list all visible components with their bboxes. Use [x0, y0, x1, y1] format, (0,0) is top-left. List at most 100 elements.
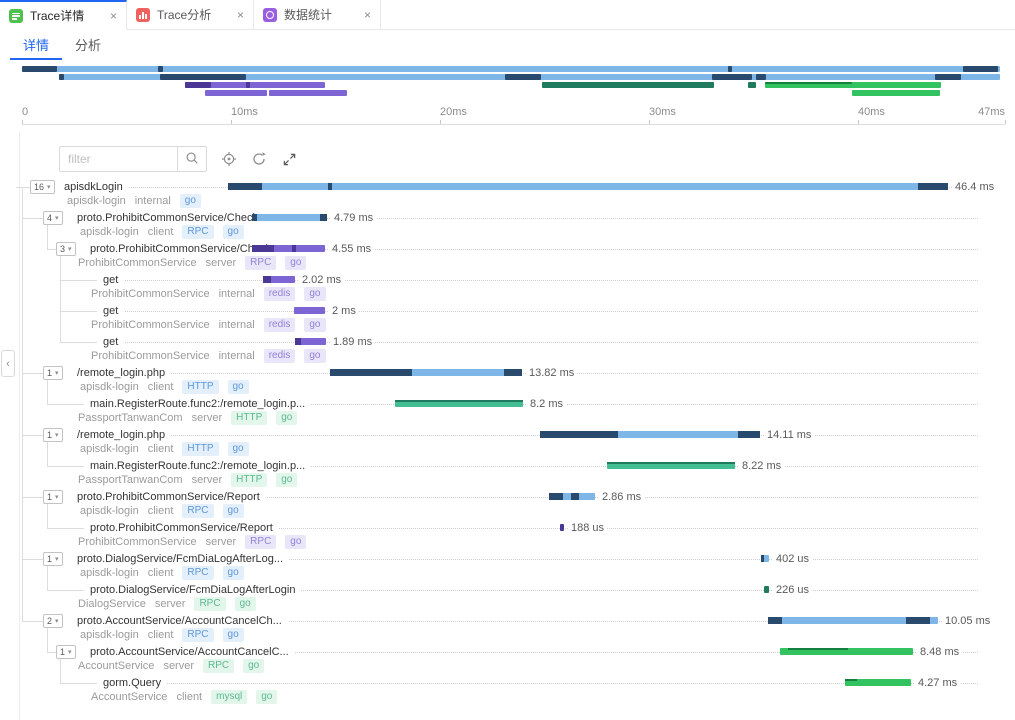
window-tab-0[interactable]: Trace详情 ×	[0, 0, 127, 30]
leader-dots	[77, 497, 978, 498]
span-collapse-badge[interactable]: 1 ▾	[43, 490, 63, 504]
chevron-down-icon: ▾	[68, 648, 72, 656]
span-duration-bar[interactable]	[294, 307, 325, 314]
span-tag: RPC	[245, 535, 277, 549]
span-meta-text: client	[147, 226, 174, 238]
span-child-count: 16	[34, 181, 45, 192]
minimap-span-segment	[728, 66, 732, 72]
span-title: proto.ProhibitCommonService/Check	[90, 242, 277, 256]
span-duration-bar[interactable]	[395, 400, 523, 407]
span-meta-text: DialogService	[78, 598, 146, 610]
span-tag: go	[285, 535, 307, 549]
span-duration-label: 2.02 ms	[299, 273, 345, 287]
span-collapse-badge[interactable]: 1 ▾	[43, 366, 63, 380]
span-meta: ProhibitCommonService server RPC go	[78, 256, 307, 270]
span-meta-text: internal	[134, 195, 171, 207]
span-meta-text: server	[205, 257, 237, 269]
span-tag: redis	[263, 349, 296, 363]
span-duration-label: 13.82 ms	[526, 366, 578, 380]
span-collapse-badge[interactable]: 16 ▾	[30, 180, 55, 194]
window-tab-label: Trace详情	[30, 9, 85, 23]
span-collapse-badge[interactable]: 1 ▾	[43, 428, 63, 442]
locate-icon[interactable]	[221, 151, 237, 167]
window-tab-2[interactable]: 数据统计 ×	[254, 0, 381, 30]
filter-input[interactable]	[59, 146, 177, 172]
tree-connector	[47, 652, 56, 653]
span-duration-bar[interactable]	[768, 617, 938, 624]
span-duration-bar[interactable]	[228, 183, 948, 190]
minimap-span-segment	[160, 74, 246, 80]
collapse-panel-handle[interactable]: ‹	[1, 350, 15, 377]
span-meta: DialogService server RPC go	[78, 597, 256, 611]
span-collapse-badge[interactable]: 1 ▾	[43, 552, 63, 566]
span-title: /remote_login.php	[77, 428, 172, 442]
span-duration-bar[interactable]	[780, 648, 913, 655]
span-duration-bar[interactable]	[549, 493, 595, 500]
span-collapse-badge[interactable]: 4 ▾	[43, 211, 63, 225]
axis-tick	[1005, 120, 1006, 124]
span-duration-bar[interactable]	[252, 214, 327, 221]
trace-minimap[interactable]	[22, 66, 1005, 98]
view-tab-1[interactable]: 分析	[75, 37, 102, 53]
span-tag: go	[227, 442, 249, 456]
tree-connector	[60, 658, 61, 683]
span-duration-label: 188 us	[568, 521, 608, 535]
chevron-down-icon: ▾	[47, 183, 51, 191]
span-collapse-badge[interactable]: 1 ▾	[56, 645, 76, 659]
view-tab-0[interactable]: 详情	[10, 30, 63, 60]
span-duration-bar[interactable]	[845, 679, 911, 686]
span-collapse-badge[interactable]: 2 ▾	[43, 614, 63, 628]
axis-label: 0	[22, 106, 29, 118]
span-tag: RPC	[194, 597, 226, 611]
span-duration-label: 14.11 ms	[764, 428, 815, 442]
tree-connector	[47, 379, 48, 404]
tree-connector	[60, 280, 97, 281]
span-duration-bar[interactable]	[761, 555, 769, 562]
refresh-icon[interactable]	[251, 151, 267, 167]
span-duration-bar[interactable]	[607, 462, 735, 469]
window-tab-1[interactable]: Trace分析 ×	[127, 0, 254, 30]
span-collapse-badge[interactable]: 3 ▾	[56, 242, 76, 256]
span-rows: 16 ▾ apisdkLogin apisdk-login internal go 46.4…	[0, 178, 1015, 708]
span-duration-bar[interactable]	[252, 245, 325, 252]
tree-connector	[47, 528, 84, 529]
span-meta-text: ProhibitCommonService	[91, 350, 210, 362]
span-meta: PassportTanwanCom server HTTP go	[78, 411, 298, 425]
span-title: proto.DialogService/FcmDiaLogAfterLogin	[90, 583, 302, 597]
span-duration-bar[interactable]	[764, 586, 769, 593]
span-tag: RPC	[182, 225, 214, 239]
close-icon[interactable]: ×	[363, 7, 371, 22]
toolbar	[59, 146, 297, 172]
span-meta: apisdk-login client HTTP go	[80, 442, 249, 456]
span-bar-segment	[328, 183, 332, 190]
tree-connector	[47, 249, 56, 250]
span-meta: ProhibitCommonService server RPC go	[78, 535, 307, 549]
chart-icon	[136, 7, 150, 22]
span-tag: go	[243, 659, 265, 673]
span-duration-bar[interactable]	[560, 524, 564, 531]
leader-dots	[103, 683, 978, 684]
span-duration-bar[interactable]	[330, 369, 522, 376]
span-meta: apisdk-login client RPC go	[80, 504, 244, 518]
span-meta-text: ProhibitCommonService	[78, 536, 197, 548]
tree-connector	[22, 435, 43, 436]
span-bar-segment	[738, 431, 760, 438]
minimap-span-segment	[765, 82, 852, 84]
span-bar-segment	[252, 214, 257, 221]
leader-dots	[77, 218, 978, 219]
span-duration-label: 4.79 ms	[331, 211, 377, 225]
chevron-down-icon: ▾	[55, 431, 59, 439]
close-icon[interactable]: ×	[109, 8, 117, 23]
span-tag: go	[222, 504, 244, 518]
span-meta: apisdk-login client RPC go	[80, 225, 244, 239]
tree-connector	[47, 565, 48, 590]
span-duration-bar[interactable]	[295, 338, 326, 345]
search-button[interactable]	[177, 146, 207, 172]
span-duration-bar[interactable]	[263, 276, 295, 283]
fullscreen-icon[interactable]	[281, 151, 297, 167]
span-child-count: 1	[47, 429, 53, 440]
span-duration-bar[interactable]	[540, 431, 760, 438]
span-meta-text: PassportTanwanCom	[78, 412, 183, 424]
span-meta-text: internal	[218, 350, 255, 362]
close-icon[interactable]: ×	[236, 7, 244, 22]
